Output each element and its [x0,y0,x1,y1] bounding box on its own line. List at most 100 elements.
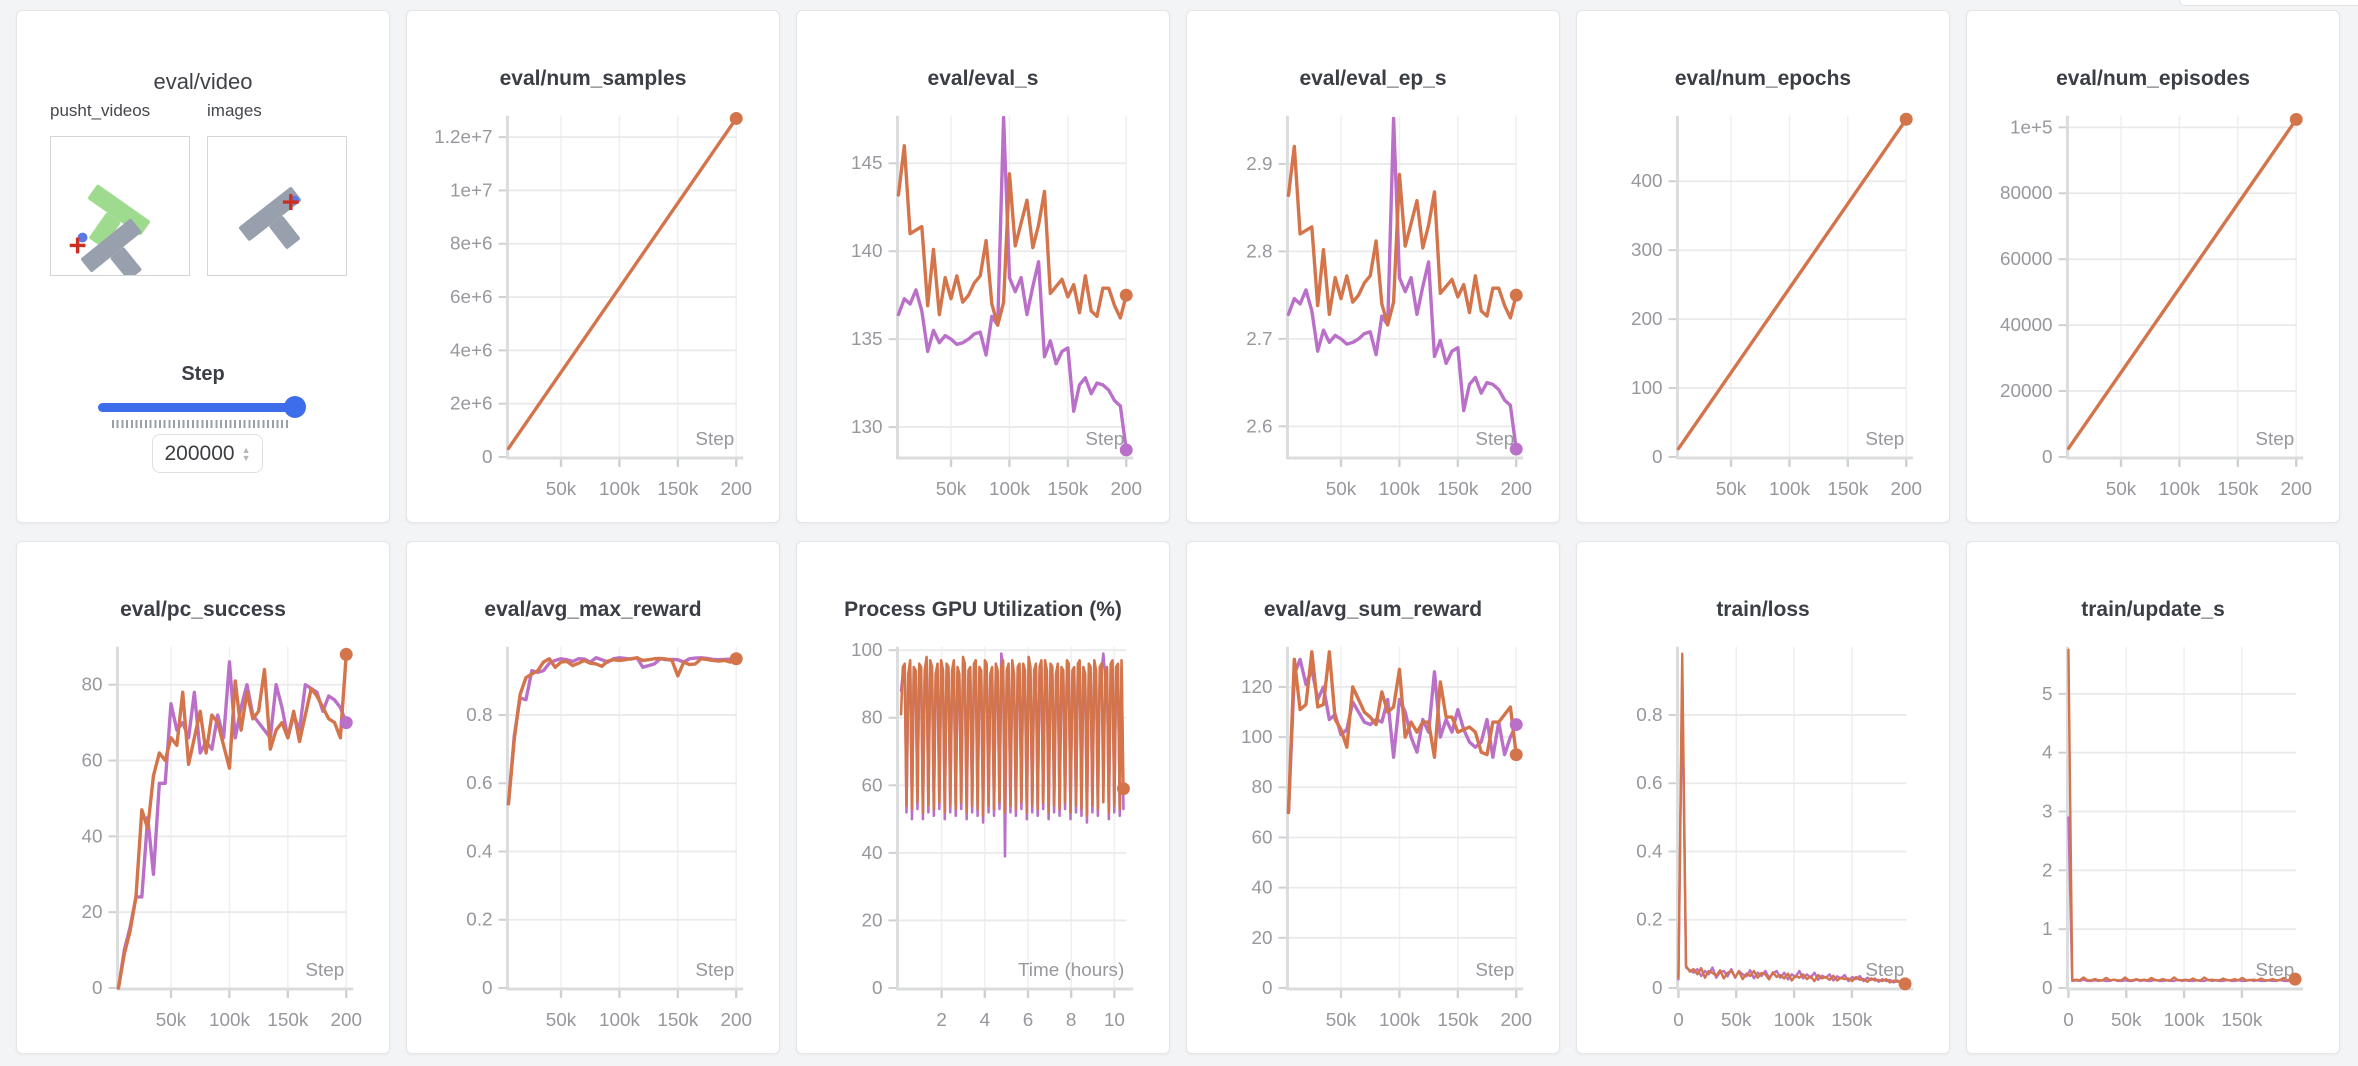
svg-text:200: 200 [720,479,751,500]
svg-text:150k: 150k [267,1010,308,1031]
chart-title: eval/num_episodes [2056,67,2250,90]
stepper-down-icon[interactable]: ▼ [241,452,251,463]
svg-text:5: 5 [2042,684,2052,705]
chart-eval-num-epochs[interactable]: 50k 100k 150k 200 0 100 200 300 400 Step [1577,11,1949,522]
video-thumbnail-pusht[interactable] [50,136,190,276]
panel-grid: eval/video pusht_videos images [16,10,2340,1054]
svg-text:1e+5: 1e+5 [2010,117,2053,138]
svg-text:2: 2 [936,1010,947,1031]
svg-text:150k: 150k [1437,1010,1478,1031]
svg-text:0: 0 [2063,1010,2074,1031]
svg-text:1: 1 [2042,919,2052,940]
svg-text:8: 8 [1066,1010,1077,1031]
svg-text:100k: 100k [1769,479,1810,500]
svg-text:Step: Step [1865,960,1904,981]
svg-text:50k: 50k [936,479,967,500]
chart-title: eval/eval_s [927,67,1039,90]
svg-text:100k: 100k [2164,1010,2205,1031]
svg-text:Step: Step [2255,960,2294,981]
chart-eval-num-samples[interactable]: 50k 100k 150k 200 0 2e+6 4e+6 6e+6 8e+6 1e+7 1.2e+… [407,11,779,522]
svg-text:0.2: 0.2 [466,910,492,931]
chart-title: eval/num_epochs [1674,67,1852,90]
chart-eval-eval-ep-s[interactable]: 50k 100k 150k 200 2.6 2.7 2.8 2.9 Step [1187,11,1559,522]
svg-text:0.6: 0.6 [466,773,492,794]
chart-title: eval/avg_sum_reward [1263,598,1483,621]
svg-text:300: 300 [1631,240,1663,261]
svg-text:0.4: 0.4 [466,841,492,862]
svg-text:2: 2 [2042,860,2052,881]
slider-thumb[interactable] [284,396,306,418]
svg-text:100k: 100k [1379,1010,1420,1031]
svg-text:50k: 50k [1326,1010,1357,1031]
image-thumbnail[interactable] [207,136,347,276]
panel-train-loss: train/loss 0 50k 100k 150k 0 0.2 0.4 0.6 0.8 Step [1576,541,1950,1054]
svg-text:20: 20 [1252,928,1273,949]
svg-text:40: 40 [1252,878,1273,899]
svg-text:40: 40 [862,843,883,864]
svg-text:8e+6: 8e+6 [450,234,493,255]
media-label-pusht-videos: pusht_videos [50,101,151,120]
svg-text:200: 200 [1631,309,1663,330]
chart-eval-eval-s[interactable]: 50k 100k 150k 200 130 135 140 145 Step [797,11,1169,522]
svg-text:100: 100 [1631,378,1663,399]
step-slider[interactable] [98,403,298,412]
svg-text:0: 0 [872,978,883,999]
svg-text:140: 140 [851,241,883,262]
svg-text:1.2e+7: 1.2e+7 [434,127,492,148]
svg-text:0: 0 [1652,447,1663,468]
svg-text:130: 130 [851,417,883,438]
step-value-input[interactable]: 200000 ▲ ▼ [152,434,263,473]
svg-text:120: 120 [1241,677,1273,698]
svg-text:150k: 150k [1831,1010,1872,1031]
svg-text:50k: 50k [546,1010,577,1031]
svg-text:80: 80 [862,708,883,729]
chart-eval-avg-max-reward[interactable]: 50k 100k 150k 200 0 0.2 0.4 0.6 0.8 Step [407,542,779,1053]
svg-text:80000: 80000 [2000,183,2052,204]
svg-text:100k: 100k [599,1010,640,1031]
svg-text:0: 0 [1652,978,1663,999]
chart-eval-pc-success[interactable]: 50k 100k 150k 200 0 20 40 60 80 Step [17,542,389,1053]
chart-train-loss[interactable]: 0 50k 100k 150k 0 0.2 0.4 0.6 0.8 Step [1577,542,1949,1053]
step-slider-label: Step [181,363,225,385]
svg-text:80: 80 [1252,777,1273,798]
chart-title: train/loss [1716,598,1810,621]
svg-text:100: 100 [851,640,883,661]
panel-eval-num-epochs: eval/num_epochs 50k 100k 150k 200 0 100 200 300… [1576,10,1950,523]
svg-text:4: 4 [980,1010,991,1031]
svg-text:4e+6: 4e+6 [450,340,493,361]
svg-text:50k: 50k [546,479,577,500]
svg-text:3: 3 [2042,801,2052,822]
svg-text:Step: Step [695,960,734,981]
svg-text:135: 135 [851,329,883,350]
svg-text:150k: 150k [1827,479,1868,500]
svg-text:0.2: 0.2 [1636,910,1662,931]
pusht-image-icon [239,187,302,249]
svg-text:100k: 100k [209,1010,250,1031]
svg-text:100k: 100k [989,479,1030,500]
svg-text:0.4: 0.4 [1636,841,1662,862]
svg-text:2e+6: 2e+6 [450,394,493,415]
chart-eval-avg-sum-reward[interactable]: 50k 100k 150k 200 0 20 40 60 80 100 120 Step [1187,542,1559,1053]
svg-text:20: 20 [862,910,883,931]
svg-text:200: 200 [330,1010,361,1031]
svg-text:Step: Step [1865,429,1904,450]
svg-text:0: 0 [1262,978,1273,999]
panel-eval-eval-ep-s: eval/eval_ep_s 50k 100k 150k 200 2.6 2.7 2.8 2.… [1186,10,1560,523]
svg-text:200: 200 [2280,479,2312,500]
svg-text:60000: 60000 [2000,249,2052,270]
svg-text:200: 200 [1890,479,1922,500]
chart-gpu-utilization[interactable]: 2 4 6 8 10 0 20 40 60 80 100 Time (hours) [797,542,1169,1053]
svg-text:200: 200 [1500,479,1532,500]
svg-text:0.8: 0.8 [1636,705,1662,726]
svg-text:150k: 150k [657,479,698,500]
svg-text:150k: 150k [1047,479,1088,500]
chart-eval-num-episodes[interactable]: 50k 100k 150k 200 0 20000 40000 60000 80000 1e+5 S… [1967,11,2339,522]
svg-text:20: 20 [82,902,103,923]
svg-text:60: 60 [862,775,883,796]
svg-text:40000: 40000 [2000,315,2052,336]
panel-eval-pc-success: eval/pc_success 50k 100k 150k 200 0 20 40 60 80 S… [16,541,390,1054]
svg-text:100k: 100k [1379,479,1420,500]
stepper-up-icon[interactable]: ▲ [241,444,251,455]
svg-text:20000: 20000 [2000,381,2052,402]
chart-train-update-s[interactable]: 0 50k 100k 150k 0 1 2 3 4 5 Step [1967,542,2339,1053]
